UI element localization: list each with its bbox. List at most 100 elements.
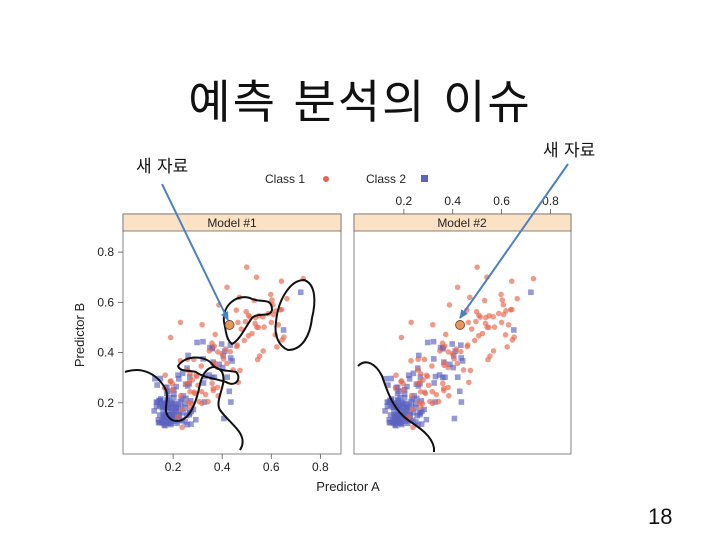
data-point-class-1 [243, 308, 249, 315]
data-point-class-1 [408, 319, 414, 326]
data-point-class-1 [274, 344, 280, 350]
data-point-class-2 [157, 375, 164, 382]
data-point-class-2 [450, 364, 457, 371]
x-tick-label-top: 0.6 [493, 194, 510, 208]
data-point-class-2 [175, 401, 181, 408]
data-point-class-2 [226, 388, 233, 395]
data-point-class-1 [441, 387, 447, 394]
data-point-class-2 [431, 356, 437, 362]
data-point-class-1 [487, 353, 493, 359]
data-point-class-1 [284, 295, 290, 302]
y-tick-label: 0.8 [97, 245, 114, 259]
data-point-class-1 [398, 334, 405, 341]
slide-title: 예측 분석의 이슈 [188, 75, 532, 129]
data-point-class-1 [417, 388, 424, 395]
data-point-class-1 [429, 321, 436, 328]
data-point-class-1 [270, 311, 277, 318]
data-point-class-2 [227, 342, 234, 348]
data-point-class-2 [432, 399, 438, 405]
data-point-class-1 [233, 307, 240, 313]
data-point-class-2 [206, 372, 212, 378]
data-point-class-2 [409, 396, 415, 402]
annotation-arrow-right [459, 163, 569, 319]
data-point-class-2 [456, 388, 463, 395]
data-point-class-1 [235, 319, 241, 326]
data-point-class-1 [453, 346, 459, 353]
data-point-class-1 [260, 348, 266, 354]
data-point-class-2 [436, 372, 443, 378]
x-tick-label: 0.4 [214, 460, 231, 474]
data-point-class-2 [458, 355, 465, 361]
data-point-class-2 [182, 404, 189, 411]
data-point-class-2 [398, 399, 405, 406]
data-point-class-1 [439, 380, 446, 387]
data-point-class-1 [169, 387, 176, 393]
data-point-class-2 [430, 338, 437, 345]
data-point-class-1 [194, 373, 200, 380]
data-point-class-2 [419, 408, 425, 415]
data-point-class-1 [490, 313, 497, 320]
data-point-class-1 [466, 379, 472, 386]
data-point-class-1 [473, 318, 479, 325]
data-point-class-2 [458, 342, 464, 348]
data-point-class-2 [171, 391, 177, 397]
data-point-class-1 [421, 356, 428, 363]
data-point-class-2 [424, 339, 431, 346]
data-point-class-2 [211, 374, 218, 381]
data-point-class-1 [220, 355, 227, 362]
decision-boundary-model-1-d [274, 278, 316, 352]
data-point-class-2 [207, 344, 213, 351]
data-point-class-2 [200, 338, 206, 345]
data-point-class-2 [397, 412, 404, 419]
data-point-class-1 [433, 391, 440, 398]
x-tick-label-top: 0.4 [444, 194, 461, 208]
data-point-class-2 [221, 415, 227, 422]
x-tick-label: 0.8 [312, 460, 329, 474]
data-point-class-1 [442, 360, 448, 366]
data-point-class-2 [412, 400, 419, 407]
data-point-class-1 [514, 295, 520, 302]
data-point-class-1 [464, 342, 471, 348]
data-point-class-2 [201, 399, 208, 405]
data-point-class-2 [392, 422, 398, 428]
data-point-class-2 [153, 403, 160, 410]
data-point-class-1 [177, 319, 184, 326]
data-point-class-1 [227, 348, 234, 355]
data-point-class-1 [169, 381, 176, 387]
data-point-class-2 [385, 382, 391, 388]
data-point-class-2 [165, 404, 171, 411]
data-point-class-2 [280, 327, 287, 333]
data-point-class-1 [234, 342, 241, 348]
data-point-class-2 [384, 399, 391, 405]
y-tick-label: 0.2 [97, 396, 114, 410]
data-point-class-1 [467, 294, 473, 301]
data-point-class-1 [249, 330, 255, 337]
data-point-class-2 [175, 372, 181, 378]
data-point-class-1 [400, 387, 407, 393]
data-point-class-1 [219, 350, 225, 357]
data-point-class-2 [192, 416, 199, 423]
legend-label-class-2: Class 2 [366, 172, 406, 186]
data-point-class-1 [178, 392, 184, 399]
data-point-class-1 [474, 264, 480, 270]
data-point-class-1 [408, 357, 414, 364]
data-point-class-2 [229, 358, 235, 364]
data-point-class-1 [198, 363, 205, 369]
data-point-class-2 [401, 394, 408, 401]
data-point-class-2 [161, 422, 167, 428]
data-point-class-2 [228, 399, 234, 405]
data-point-class-2 [413, 404, 419, 411]
data-point-class-2 [159, 418, 165, 424]
x-tick-label-top: 0.2 [396, 194, 413, 208]
legend-marker-class-2 [421, 175, 428, 182]
data-point-class-1 [495, 310, 502, 317]
data-point-class-1 [211, 343, 217, 350]
decision-boundary-model-1-b [176, 356, 240, 385]
data-point-class-1 [410, 406, 416, 413]
data-point-class-2 [401, 412, 408, 418]
data-point-class-1 [209, 380, 215, 387]
data-point-class-1 [198, 388, 205, 395]
data-point-class-2 [166, 412, 173, 419]
data-point-class-2 [383, 375, 389, 382]
